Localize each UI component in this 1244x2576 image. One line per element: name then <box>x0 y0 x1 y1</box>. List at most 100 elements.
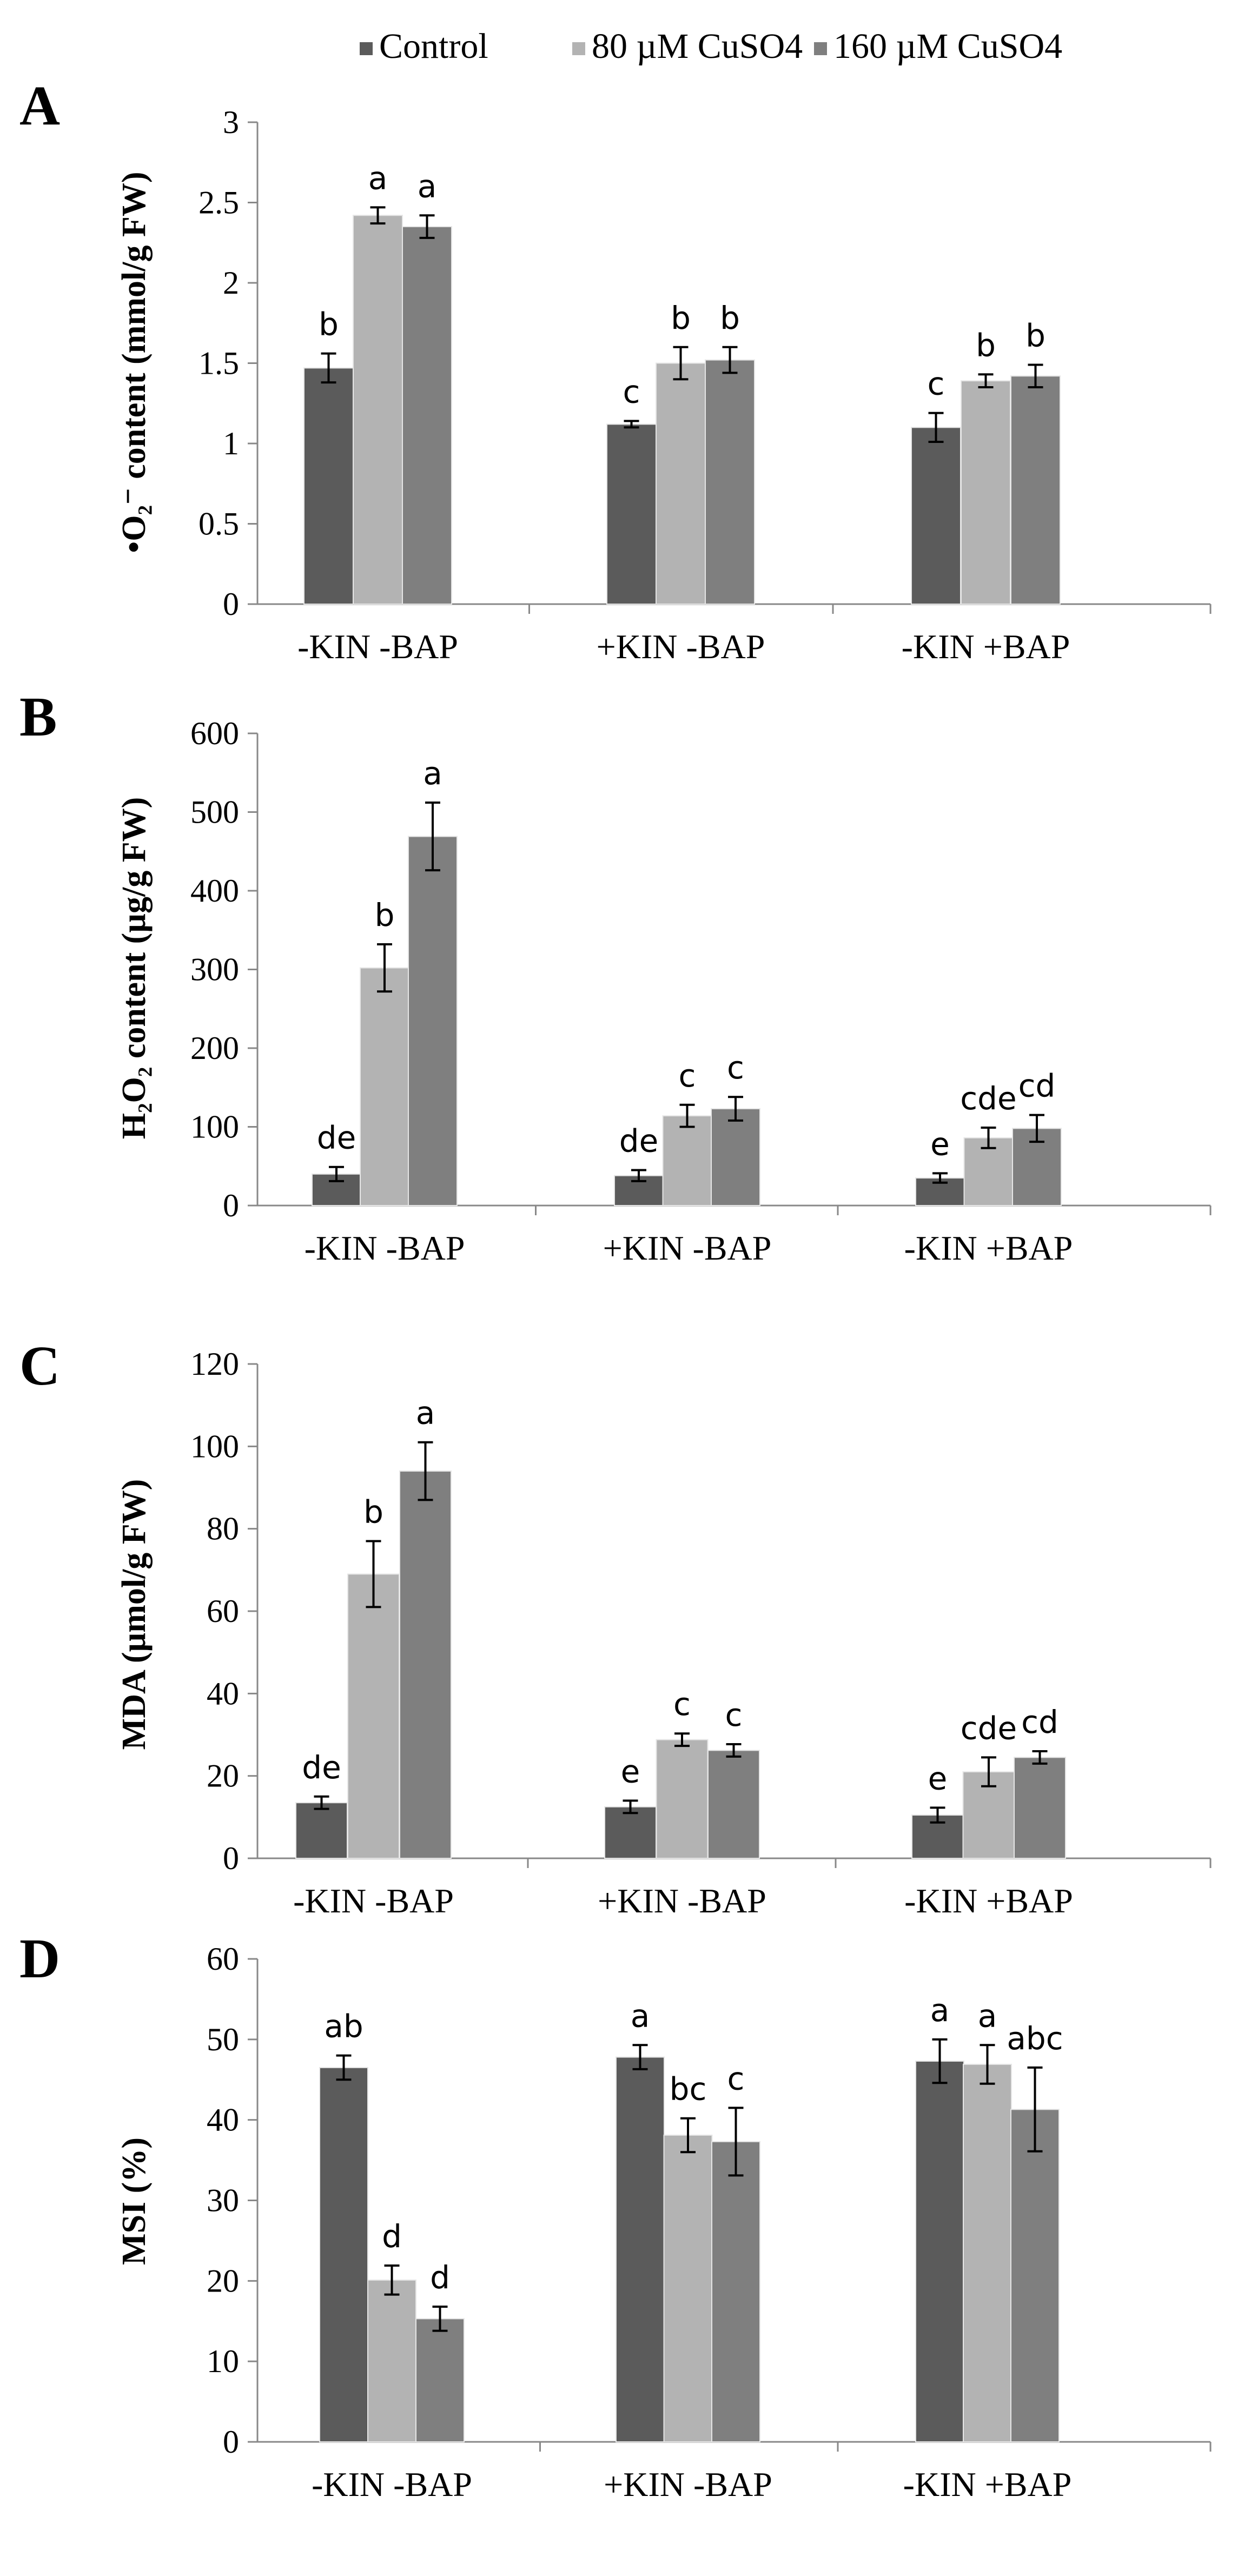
bar-160-m-cuso4-kin-bap <box>705 359 755 605</box>
panel-a: A •O₂⁻ content (mmol/g FW) 0 0.5 1 1.5 2 2.5 3 -K… <box>19 75 1212 666</box>
significance-label: a <box>978 1997 997 2034</box>
y-tick-label: 40 <box>207 1676 239 1711</box>
y-tick-label: 50 <box>207 2022 239 2057</box>
y-tick-label: 2.5 <box>198 185 239 221</box>
panel-letter-c: C <box>19 1335 60 1397</box>
bar-80-m-cuso4-kin-bap <box>360 967 409 1206</box>
significance-label: d <box>430 2259 450 2296</box>
y-tick-label: 600 <box>190 716 239 751</box>
significance-label: a <box>930 1992 950 2029</box>
y-tick-label: 30 <box>207 2183 239 2219</box>
y-tick-label: 20 <box>207 1758 239 1794</box>
significance-label: c <box>673 1686 691 1723</box>
bar-control-kin-bap <box>915 2061 964 2442</box>
significance-label: abc <box>1007 2020 1063 2057</box>
panel-c: C MDA (µmol/g FW) 0 20 40 60 80 100 120 -KIN -BAP… <box>19 1335 1212 1920</box>
y-tick-label: 40 <box>207 2102 239 2138</box>
y-tick-label: 300 <box>190 952 239 988</box>
x-tick-label: -KIN -BAP <box>312 2465 472 2504</box>
bar-control-kin-bap <box>606 423 657 605</box>
bar-80-m-cuso4-kin-bap <box>662 1115 712 1206</box>
bar-80-m-cuso4-kin-bap <box>663 2134 713 2443</box>
bar-control-kin-bap <box>319 2067 368 2443</box>
panel-letter-d: D <box>19 1928 60 1990</box>
legend-label-160-m-cuso4: 160 µM CuSO4 <box>833 27 1062 66</box>
significance-label: b <box>976 327 996 363</box>
y-tick-label: 1 <box>223 426 239 461</box>
significance-label: c <box>725 1697 743 1733</box>
significance-label: cd <box>1021 1704 1058 1740</box>
y-tick-label: 60 <box>207 1941 239 1977</box>
bar-control-kin-bap <box>604 1806 657 1859</box>
legend-swatch-control <box>360 42 373 55</box>
significance-label: c <box>727 1049 744 1086</box>
legend: Control 80 µM CuSO4 160 µM CuSO4 <box>360 27 1062 66</box>
x-tick-label: -KIN -BAP <box>297 627 458 666</box>
y-tick-label: 0 <box>223 1840 239 1876</box>
bar-160-m-cuso4-kin-bap <box>408 836 458 1206</box>
bar-160-m-cuso4-kin-bap <box>1014 1757 1066 1859</box>
panel-d: D MSI (%) 0 10 20 30 40 50 60 -KIN -BAP +KIN -BAP -… <box>19 1928 1212 2504</box>
significance-label: a <box>423 755 442 792</box>
significance-label: de <box>619 1123 659 1160</box>
significance-label: bc <box>670 2071 707 2108</box>
y-tick-label: 1.5 <box>198 346 239 381</box>
bar-80-m-cuso4-kin-bap <box>347 1573 400 1859</box>
bar-160-m-cuso4-kin-bap <box>707 1750 760 1859</box>
bar-80-m-cuso4-kin-bap <box>656 1739 709 1859</box>
bar-160-m-cuso4-kin-bap <box>415 2318 465 2443</box>
significance-label: c <box>928 366 945 402</box>
panel-letter-b: B <box>19 686 57 748</box>
significance-label: ab <box>324 2008 363 2045</box>
x-tick-label: +KIN -BAP <box>604 2465 772 2504</box>
significance-label: e <box>928 1760 948 1797</box>
x-tick-label: -KIN +BAP <box>904 1229 1073 1267</box>
y-tick-label: 20 <box>207 2263 239 2299</box>
bar-80-m-cuso4-kin-bap <box>353 215 403 605</box>
significance-label: b <box>375 897 395 933</box>
bar-control-kin-bap <box>303 367 354 605</box>
x-tick-label: -KIN -BAP <box>305 1229 465 1267</box>
bar-160-m-cuso4-kin-bap <box>399 1471 452 1859</box>
x-tick-label: -KIN +BAP <box>904 1882 1073 1920</box>
y-tick-label: 0 <box>223 586 239 622</box>
significance-label: cde <box>960 1080 1016 1117</box>
significance-label: d <box>382 2218 402 2255</box>
bar-160-m-cuso4-kin-bap <box>1010 2109 1060 2442</box>
y-tick-label: 400 <box>190 873 239 909</box>
bar-80-m-cuso4-kin-bap <box>367 2279 416 2443</box>
legend-swatch-80-m-cuso4 <box>572 42 585 55</box>
y-tick-label: 120 <box>190 1346 239 1382</box>
significance-label: de <box>302 1749 341 1786</box>
x-tick-label: +KIN -BAP <box>598 1882 766 1920</box>
significance-label: a <box>631 1997 650 2034</box>
y-tick-label: 100 <box>190 1428 239 1464</box>
x-tick-label: -KIN +BAP <box>903 2465 1072 2504</box>
x-tick-label: -KIN -BAP <box>293 1882 454 1920</box>
significance-label: cde <box>961 1710 1017 1746</box>
legend-label-80-m-cuso4: 80 µM CuSO4 <box>592 27 803 66</box>
x-tick-label: -KIN +BAP <box>902 627 1070 666</box>
significance-label: b <box>1025 317 1046 354</box>
y-tick-label: 10 <box>207 2343 239 2379</box>
significance-label: b <box>720 300 740 336</box>
x-tick-label: +KIN -BAP <box>597 627 765 666</box>
y-tick-label: 100 <box>190 1109 239 1145</box>
significance-label: e <box>930 1125 950 1162</box>
legend-swatch-160-m-cuso4 <box>814 42 827 55</box>
y-tick-label: 0 <box>223 2424 239 2460</box>
bar-control-kin-bap <box>911 427 961 605</box>
y-axis-title: MDA (µmol/g FW) <box>116 1479 153 1750</box>
significance-label: a <box>368 160 388 196</box>
bar-80-m-cuso4-kin-bap <box>961 380 1011 605</box>
y-axis-title: MSI (%) <box>116 2137 153 2265</box>
significance-label: de <box>317 1120 356 1156</box>
panel-b: B H₂O₂ content (µg/g FW) 0 100 200 300 400 500 6… <box>19 686 1212 1267</box>
bar-160-m-cuso4-kin-bap <box>402 226 452 605</box>
x-tick-label: +KIN -BAP <box>603 1229 772 1267</box>
significance-label: c <box>679 1057 696 1094</box>
significance-label: c <box>623 373 640 410</box>
panel-letter-a: A <box>19 75 60 137</box>
significance-label: c <box>727 2060 745 2097</box>
